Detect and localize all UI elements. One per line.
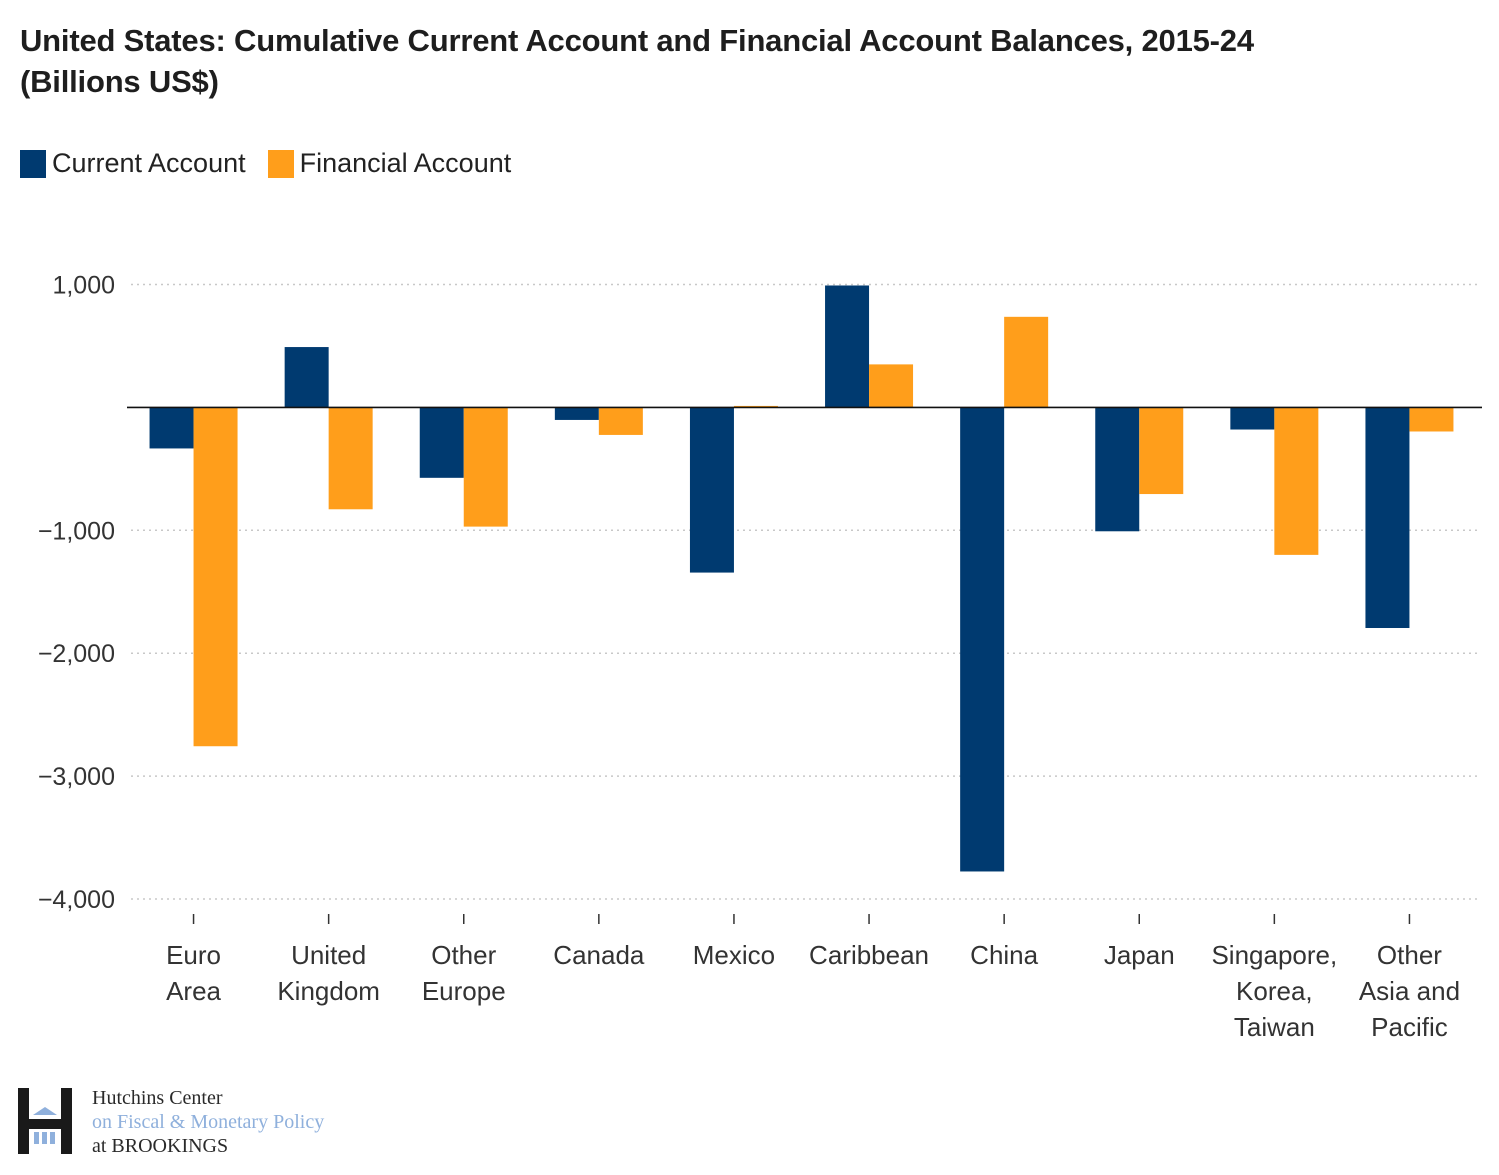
chart-title-line-1: United States: Cumulative Current Accoun… — [20, 23, 1254, 58]
x-tick-label: Area — [166, 976, 221, 1006]
bar-financial-account — [869, 364, 914, 408]
footer-logo: Hutchins Center on Fiscal & Monetary Pol… — [18, 1086, 324, 1158]
bar-current-account — [825, 285, 870, 408]
x-tick-label: Canada — [553, 940, 645, 970]
bar-financial-account — [1004, 316, 1049, 408]
x-tick-label: Euro — [166, 940, 221, 970]
gridlines — [131, 283, 1478, 900]
y-tick-label: 1,000 — [52, 272, 115, 300]
x-tick-label: United — [291, 940, 366, 970]
legend-item-current-account: Current Account — [20, 148, 246, 179]
x-tick-label: Mexico — [693, 940, 775, 970]
bar-current-account — [1230, 407, 1275, 430]
footer-line-1: Hutchins Center — [92, 1087, 223, 1109]
bar-current-account — [554, 407, 599, 420]
legend-item-financial-account: Financial Account — [267, 148, 512, 179]
bar-current-account — [689, 407, 734, 573]
footer-text: Hutchins Center on Fiscal & Monetary Pol… — [92, 1086, 324, 1158]
legend: Current Account Financial Account — [20, 148, 533, 179]
x-tick-label: Asia and — [1359, 976, 1460, 1006]
chart-title: United States: Cumulative Current Accoun… — [20, 20, 1480, 102]
y-tick-label: −4,000 — [38, 886, 115, 914]
x-tick-label: China — [970, 940, 1038, 970]
bar-financial-account — [193, 407, 238, 747]
footer-line-2: on Fiscal & Monetary Policy — [92, 1111, 325, 1133]
x-tick-label: Caribbean — [809, 940, 929, 970]
bar-financial-account — [463, 407, 508, 527]
legend-swatch-financial-account — [267, 149, 294, 178]
x-tick-label: Japan — [1104, 940, 1175, 970]
x-tick-label: Kingdom — [277, 976, 380, 1006]
bar-current-account — [1095, 407, 1140, 532]
x-tick-label: Korea, — [1236, 976, 1313, 1006]
chart-title-line-2: (Billions US$) — [20, 64, 219, 99]
bar-current-account — [960, 407, 1005, 872]
hutchins-logo-icon — [18, 1088, 72, 1154]
x-tick-label: Singapore, — [1211, 940, 1337, 970]
y-tick-label: −1,000 — [38, 517, 115, 545]
legend-label-current-account: Current Account — [52, 148, 246, 178]
x-tick-label: Pacific — [1371, 1012, 1448, 1042]
bar-chart: 1,000 −1,000 −2,000 −3,000 −4,000 Euro Area Un… — [38, 272, 1482, 1042]
x-tick-label: Other — [1377, 940, 1442, 970]
bar-current-account — [419, 407, 464, 478]
y-axis-ticks: 1,000 −1,000 −2,000 −3,000 −4,000 — [38, 272, 115, 915]
bar-current-account — [149, 407, 194, 449]
bar-current-account — [1365, 407, 1410, 629]
bar-current-account — [284, 347, 329, 408]
footer-line-3: at BROOKINGS — [92, 1135, 229, 1157]
x-axis-ticks: Euro Area United Kingdom Other Europe Canada Me… — [166, 914, 1460, 1042]
y-tick-label: −3,000 — [38, 763, 115, 791]
x-tick-label: Europe — [422, 976, 506, 1006]
x-tick-label: Taiwan — [1234, 1012, 1315, 1042]
bars — [149, 285, 1454, 872]
y-tick-label: −2,000 — [38, 640, 115, 668]
legend-swatch-current-account — [20, 149, 46, 178]
bar-financial-account — [598, 407, 643, 435]
legend-label-financial-account: Financial Account — [299, 148, 512, 178]
bar-financial-account — [1409, 407, 1454, 432]
bar-financial-account — [1274, 407, 1319, 555]
bar-financial-account — [1139, 407, 1184, 495]
bar-financial-account — [328, 407, 373, 510]
x-tick-label: Other — [431, 940, 496, 970]
